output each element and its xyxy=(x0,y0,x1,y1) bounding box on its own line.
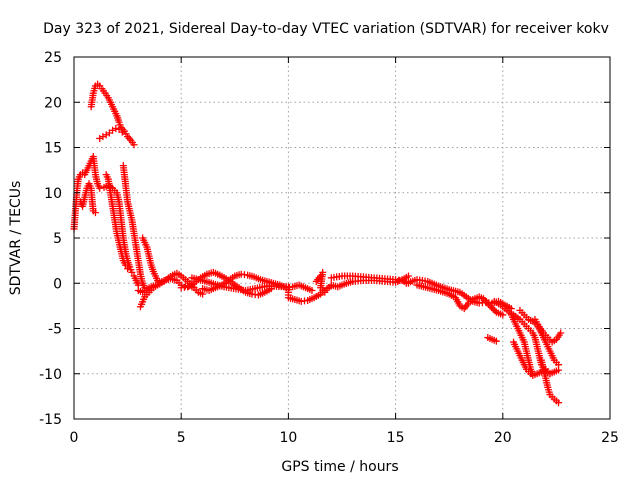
data-marks xyxy=(70,80,565,407)
data-point xyxy=(555,361,563,369)
data-point xyxy=(124,265,132,273)
data-point xyxy=(321,288,329,296)
x-tick-label: 0 xyxy=(70,430,79,446)
data-point xyxy=(91,209,99,217)
data-point xyxy=(96,184,104,192)
x-tick-label: 20 xyxy=(494,430,512,446)
series-arc-l xyxy=(188,274,335,305)
x-axis-label: GPS time / hours xyxy=(281,459,398,475)
series-arc-a xyxy=(87,80,138,149)
y-tick-label: 15 xyxy=(44,141,62,157)
x-tick-label: 10 xyxy=(279,430,297,446)
x-tick-label: 25 xyxy=(601,430,619,446)
series-arc-w xyxy=(537,356,563,407)
series-arc-h xyxy=(134,269,207,298)
series-arc-b xyxy=(96,124,126,142)
y-axis-label: SDTVAR / TECUs xyxy=(8,181,24,296)
series-arc-m xyxy=(312,268,329,296)
y-axis-ticks: -15 -10 -5 0 5 10 15 20 25 xyxy=(39,50,610,428)
x-axis-ticks: 0 5 10 15 20 25 xyxy=(70,57,619,446)
series-arc-o xyxy=(327,272,412,291)
y-tick-label: -15 xyxy=(39,412,62,428)
y-tick-label: 0 xyxy=(53,276,62,292)
y-tick-label: -5 xyxy=(48,322,62,338)
series-arc-v xyxy=(531,315,565,346)
y-tick-label: -10 xyxy=(39,367,62,383)
series-arc-i xyxy=(136,281,162,311)
y-tick-label: 10 xyxy=(44,186,62,202)
data-point xyxy=(154,281,162,289)
y-tick-label: 20 xyxy=(44,95,62,111)
data-point xyxy=(130,141,138,149)
data-point xyxy=(557,329,565,337)
data-point xyxy=(491,307,499,315)
series-arc-d xyxy=(76,180,99,217)
data-point xyxy=(118,128,126,136)
data-point xyxy=(121,261,129,269)
series-arc-x xyxy=(510,338,535,378)
data-point xyxy=(486,302,494,310)
x-tick-label: 15 xyxy=(387,430,405,446)
data-point xyxy=(527,370,535,378)
data-point xyxy=(499,311,507,319)
data-point xyxy=(404,272,412,280)
y-tick-label: 25 xyxy=(44,50,62,66)
series-arc-q xyxy=(413,281,507,319)
data-point xyxy=(492,337,500,345)
data-point xyxy=(489,305,497,313)
data-point xyxy=(555,399,563,407)
series-arc-e xyxy=(102,171,132,273)
data-point xyxy=(112,124,120,132)
series-arc-r xyxy=(484,334,500,345)
data-point xyxy=(308,286,316,294)
x-tick-label: 5 xyxy=(177,430,186,446)
data-point xyxy=(128,268,136,276)
chart-title: Day 323 of 2021, Sidereal Day-to-day VTE… xyxy=(43,21,609,37)
y-tick-label: 5 xyxy=(53,231,62,247)
series-arc-f xyxy=(119,162,151,294)
data-point xyxy=(488,303,496,311)
